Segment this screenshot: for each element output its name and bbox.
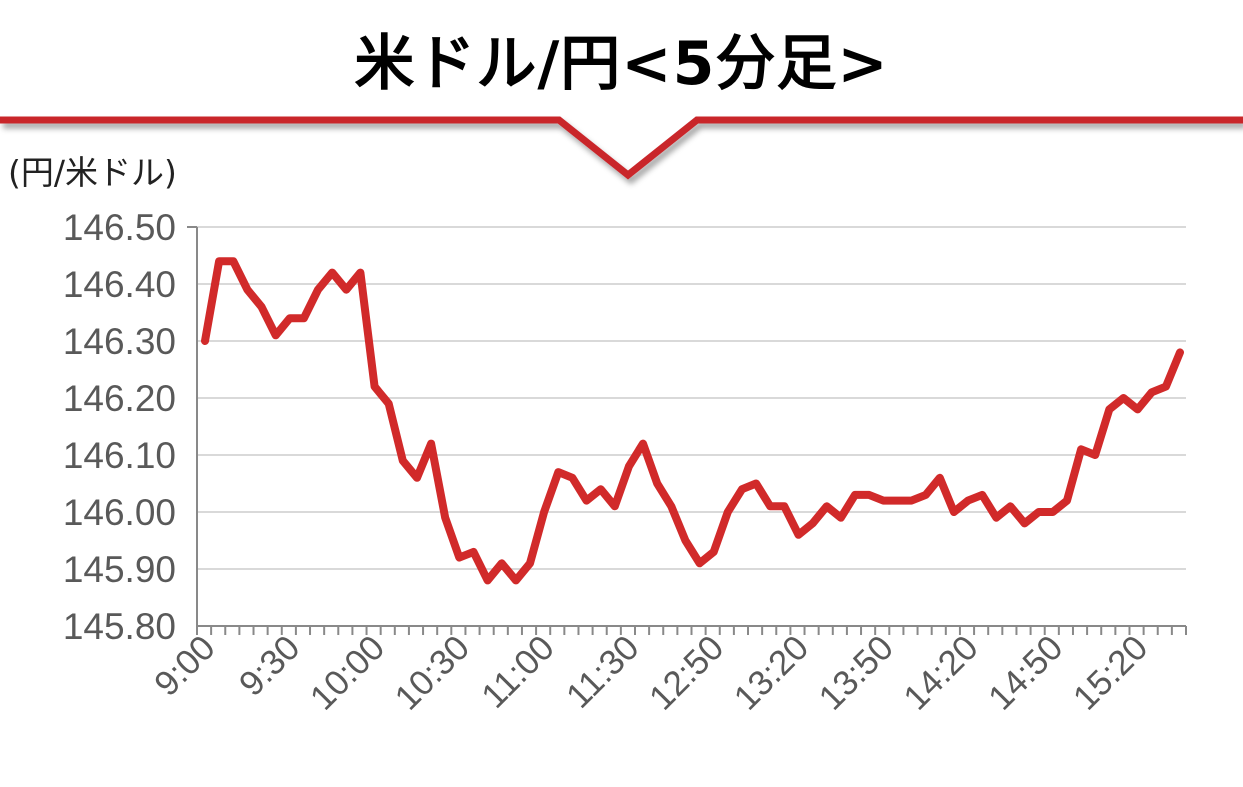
y-tick-label: 146.10	[63, 435, 176, 476]
y-tick-label: 146.20	[63, 378, 176, 419]
y-tick-label: 145.90	[63, 549, 176, 590]
y-tick-label: 146.00	[63, 492, 176, 533]
y-axis-tick-labels: 146.50 146.40 146.30 146.20 146.10 146.00 145.…	[63, 207, 176, 647]
y-tick-label: 146.50	[63, 207, 176, 248]
y-tick-label: 146.30	[63, 321, 176, 362]
chart-title: 米ドル/円<5分足>	[354, 29, 889, 99]
y-tick-label: 145.80	[63, 606, 176, 647]
x-tick-label: 15:20	[1066, 628, 1156, 718]
y-tick-label: 146.40	[63, 264, 176, 305]
axes	[187, 226, 1186, 627]
x-tick-label: 13:50	[811, 628, 901, 718]
x-tick-label: 10:30	[387, 628, 477, 718]
x-tick-label: 9:30	[232, 628, 308, 704]
x-tick-label: 13:20	[727, 628, 817, 718]
x-tick-label: 11:00	[474, 628, 562, 716]
x-tick-label: 11:30	[559, 628, 647, 716]
x-tick-label: 10:00	[303, 628, 393, 718]
y-axis-unit-label: (円/米ドル)	[8, 153, 177, 192]
x-tick-label: 14:20	[896, 628, 986, 718]
x-axis-tick-labels: 9:00 9:3010:0010:3011:0011:3012:5013:2013…	[147, 628, 1155, 718]
x-tick-label: 14:50	[981, 628, 1071, 718]
series-line-usdjpy	[201, 257, 1184, 585]
x-tick-label: 12:50	[642, 628, 732, 718]
x-axis-tick-marks	[196, 626, 1187, 635]
title-banner-line	[0, 116, 1243, 180]
